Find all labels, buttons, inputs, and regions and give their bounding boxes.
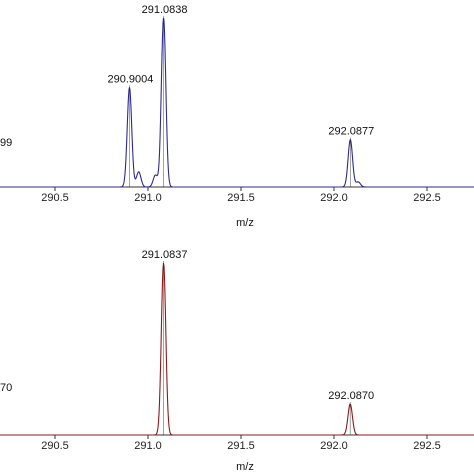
peak-label: 291.0837: [142, 249, 188, 261]
x-tick-label: 290.5: [41, 440, 69, 452]
side-label: 99: [0, 137, 12, 149]
side-label: 70: [0, 382, 12, 394]
x-axis-title: m/z: [236, 461, 254, 473]
x-tick-label: 292.0: [320, 192, 348, 204]
spectrum-trace: [0, 262, 474, 436]
spectrum-trace: [0, 18, 474, 188]
x-tick-label: 291.5: [227, 440, 255, 452]
x-tick-label: 292.5: [413, 192, 441, 204]
spectrum-panel-1: 290.5 291.0 291.5 292.0 292.5 m/z 99 290.9004 29…: [0, 4, 474, 229]
peak-label: 291.0838: [142, 4, 188, 16]
x-tick-label: 292.0: [320, 440, 348, 452]
x-tick-label: 290.5: [41, 192, 69, 204]
peak-label: 292.0870: [328, 390, 374, 402]
x-tick-label: 291.0: [134, 192, 162, 204]
x-tick-label: 292.5: [413, 440, 441, 452]
x-axis-title: m/z: [236, 217, 254, 229]
spectrum-panel-2: 290.5 291.0 291.5 292.0 292.5 m/z 70 291.0837 29…: [0, 249, 474, 473]
x-tick-label: 291.5: [227, 192, 255, 204]
peak-label: 290.9004: [108, 73, 154, 85]
peak-label: 292.0877: [328, 126, 374, 138]
x-tick-label: 291.0: [134, 440, 162, 452]
